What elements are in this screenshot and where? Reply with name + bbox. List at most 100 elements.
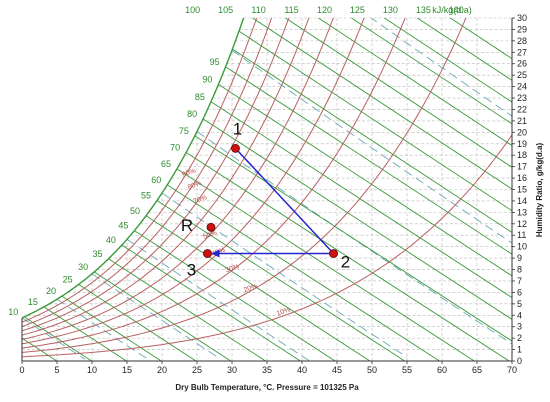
y-tick-label: 6 [517,287,522,297]
enthalpy-line [202,118,513,320]
y-tick-label: 2 [517,333,522,343]
enthalpy-line [121,244,301,362]
y-tick-label: 13 [517,207,527,217]
enthalpy-unit-label: kJ/kg(d.a) [432,5,472,15]
wet-bulb-line [56,298,149,360]
rh-curve [22,18,334,341]
enthalpy-top-label: 115 [284,5,298,15]
enthalpy-left-label: 40 [106,235,116,245]
y-tick-label: 7 [517,276,522,286]
process-lines [211,147,335,258]
enthalpy-line [232,48,513,233]
enthalpy-left-label: 55 [141,191,151,201]
x-tick-label: 20 [157,365,167,375]
enthalpy-top-label: 120 [317,5,332,15]
enthalpy-line [108,258,266,362]
y-axis-title: Humidity Ratio, g/kg(d.a) [535,143,544,238]
x-tick-label: 35 [262,365,272,375]
state-point-label: 1 [233,119,242,138]
saturation-curve [22,18,245,319]
enthalpy-left-label: 50 [130,206,140,216]
wet-bulb-line [231,49,512,244]
enthalpy-top-label: 140 [449,5,464,15]
enthalpy-top-label: 110 [251,5,265,15]
process-line-1-2 [234,147,335,255]
y-tick-label: 10 [517,242,527,252]
y-tick-label: 5 [517,299,522,309]
enthalpy-line [450,17,513,60]
wet-bulb-line [22,317,86,360]
y-tick-label: 26 [517,59,527,69]
rh-label: 30% [225,263,241,274]
y-tick-label: 11 [517,230,526,240]
x-tick-label: 0 [19,365,24,375]
enthalpy-left-label: 15 [28,297,38,307]
wet-bulb-line [196,131,512,345]
y-tick-label: 8 [517,265,522,275]
y-tick-label: 28 [517,36,527,46]
y-tick-label: 17 [517,162,527,172]
rh-label: 50% [202,230,218,241]
rh-curve [22,18,365,345]
state-point-2 [329,249,338,258]
enthalpy-line [225,66,513,255]
y-tick-label: 29 [517,24,527,34]
grid [22,17,512,361]
y-tick-label: 14 [517,196,527,206]
rh-label: 20% [243,283,259,294]
rh-curve [22,18,406,349]
axes: 0 5 10 15 20 25 30 35 40 45 50 55 60 65 70012345678910… [8,5,527,375]
enthalpy-line [351,17,513,125]
enthalpy-left-label: 70 [170,142,180,152]
enthalpy-top-label: 135 [416,5,431,15]
rh-curve [22,18,273,328]
rh-label: 10% [276,306,292,317]
relative-humidity-curves: 10% 20%30% 40% 50% 70% 80%90% [22,18,512,358]
y-tick-label: 24 [517,82,527,92]
y-tick-label: 9 [517,253,522,263]
wet-bulb-line [161,192,408,358]
y-tick-label: 0 [517,356,522,366]
x-tick-label: 30 [227,365,237,375]
x-tick-label: 70 [507,365,517,375]
y-tick-label: 4 [517,310,522,320]
enthalpy-left-label: 65 [161,159,171,169]
y-tick-label: 27 [517,47,527,57]
enthalpy-line [61,295,162,362]
enthalpy-top-label: 105 [218,5,233,15]
enthalpy-left-label: 90 [202,74,212,84]
enthalpy-line [238,30,513,212]
enthalpy-line [21,337,58,362]
enthalpy-line [78,284,197,362]
state-point-3 [203,249,212,258]
y-tick-label: 1 [517,345,522,355]
rh-curve [22,134,512,358]
enthalpy-line [43,306,127,362]
enthalpy-line [167,184,440,362]
enthalpy-left-label: 60 [151,175,161,185]
y-tick-label: 20 [517,127,527,137]
enthalpy-line [134,230,336,362]
enthalpy-left-label: 30 [78,262,88,272]
enthalpy-left-label: 25 [63,274,73,284]
enthalpy-line [194,135,513,342]
enthalpy-left-label: 45 [118,221,128,231]
y-tick-label: 30 [517,13,527,23]
enthalpy-line [93,271,231,362]
wet-bulb-line [126,238,310,361]
enthalpy-left-label: 35 [92,249,102,259]
state-point-label: 3 [187,261,196,280]
enthalpy-line [176,168,475,362]
rh-curve [22,18,290,332]
state-point-R [206,222,216,232]
y-tick-label: 3 [517,322,522,332]
y-tick-label: 25 [517,70,527,80]
y-tick-label: 22 [517,104,527,114]
x-tick-label: 45 [332,365,342,375]
x-tick-label: 65 [472,365,482,375]
rh-label: 70% [192,194,208,205]
enthalpy-line [252,17,513,190]
state-points: 1 2 3 R [181,119,350,279]
x-tick-label: 5 [54,365,59,375]
